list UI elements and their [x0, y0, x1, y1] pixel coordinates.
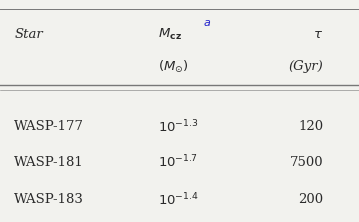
Text: (Gyr): (Gyr)	[288, 60, 323, 73]
Text: Star: Star	[14, 28, 43, 41]
Text: $\mathbf{\mathit{M}}_{\mathbf{cz}}$: $\mathbf{\mathit{M}}_{\mathbf{cz}}$	[158, 27, 182, 42]
Text: $\mathbf{\mathit{a}}$: $\mathbf{\mathit{a}}$	[203, 18, 211, 28]
Text: $10^{-1.4}$: $10^{-1.4}$	[158, 192, 199, 208]
Text: WASP-181: WASP-181	[14, 156, 84, 168]
Text: WASP-177: WASP-177	[14, 120, 84, 133]
Text: 7500: 7500	[289, 156, 323, 168]
Text: 120: 120	[298, 120, 323, 133]
Text: 200: 200	[298, 193, 323, 206]
Text: WASP-183: WASP-183	[14, 193, 84, 206]
Text: $(\mathbf{\mathit{M}}_{\odot})$: $(\mathbf{\mathit{M}}_{\odot})$	[158, 59, 189, 75]
Text: $10^{-1.7}$: $10^{-1.7}$	[158, 154, 198, 170]
Text: $\mathit{\tau}$: $\mathit{\tau}$	[313, 28, 323, 41]
Text: $10^{-1.3}$: $10^{-1.3}$	[158, 118, 199, 135]
